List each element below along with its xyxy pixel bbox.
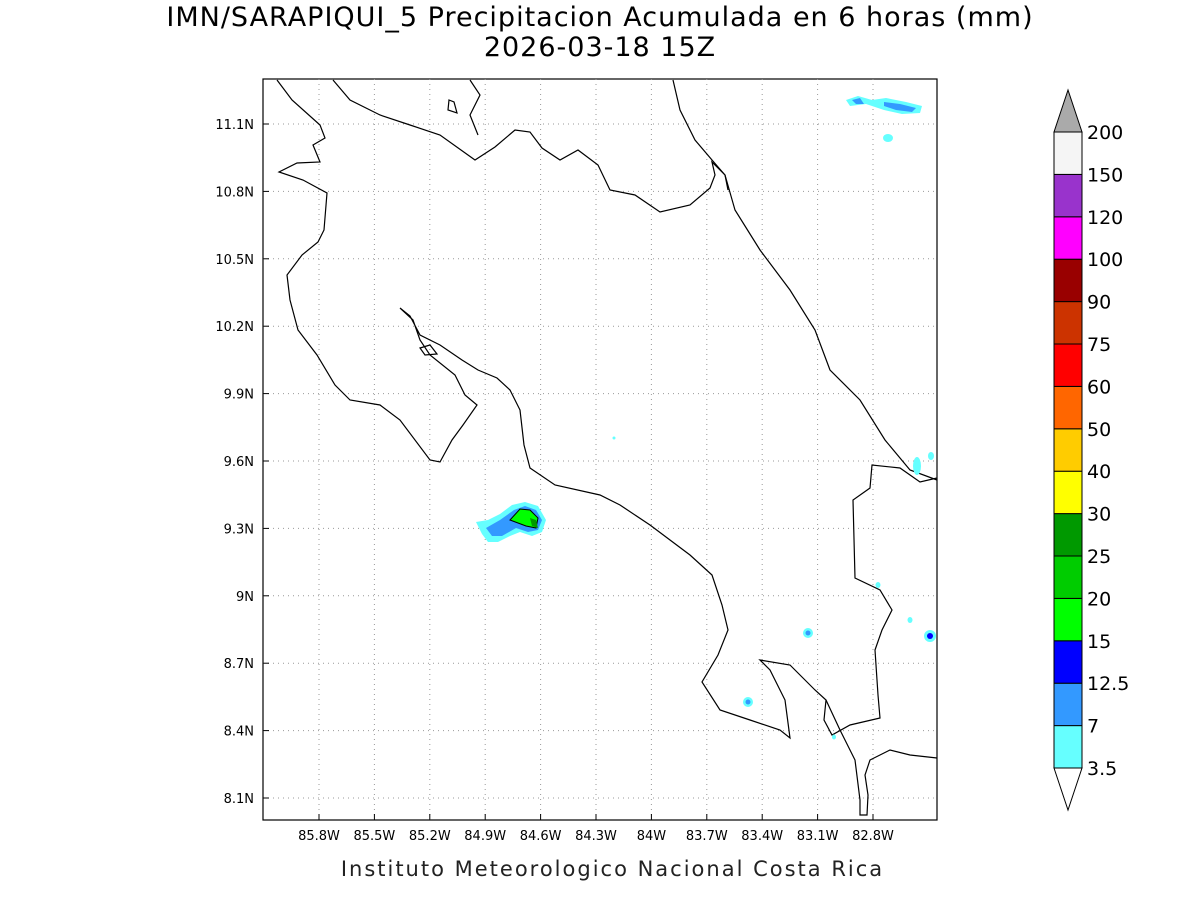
colorbar-label: 90 xyxy=(1087,292,1111,314)
colorbar-label: 20 xyxy=(1087,588,1111,610)
colorbar-label: 75 xyxy=(1087,334,1111,356)
colorbar-label: 15 xyxy=(1087,631,1111,653)
colorbar-label: 25 xyxy=(1087,546,1111,568)
colorbar-label: 60 xyxy=(1087,376,1111,398)
lon-tick-label: 85.5W xyxy=(353,829,395,844)
lon-tick-label: 82.8W xyxy=(852,829,894,844)
colorbar-cell xyxy=(1053,470,1083,515)
lat-tick-label: 9N xyxy=(236,590,254,605)
colorbar-cell xyxy=(1053,343,1083,387)
colorbar-legend: 3.5 7 12.5 15 20 25 30 40 50 60 75 90 100 120 150 200 xyxy=(1053,88,1129,812)
lat-tick-label: 9.6N xyxy=(224,455,254,470)
colorbar-cell xyxy=(1053,725,1083,769)
lat-tick-label: 8.7N xyxy=(224,657,254,672)
colorbar-cell xyxy=(1053,131,1083,175)
institution-footer: Instituto Meteorologico Nacional Costa R… xyxy=(340,857,885,881)
lon-tick-label: 84.9W xyxy=(464,829,506,844)
colorbar-cell xyxy=(1053,597,1083,642)
colorbar-cell xyxy=(1053,301,1083,345)
lon-tick-labels: 85.8W 85.5W 85.2W 84.9W 84.6W 84.3W 84W 83.7W 83… xyxy=(298,829,894,844)
lat-tick-label: 8.1N xyxy=(224,792,254,807)
precip-spots xyxy=(612,436,936,740)
colorbar-cell xyxy=(1053,258,1083,303)
colorbar-label: 7 xyxy=(1087,716,1099,738)
colorbar-label: 200 xyxy=(1087,122,1123,144)
colorbar-cell xyxy=(1053,555,1083,599)
precip-cell-west xyxy=(476,502,546,542)
colorbar-cell xyxy=(1053,428,1083,472)
lat-tick-label: 10.8N xyxy=(215,185,254,200)
colorbar-label: 50 xyxy=(1087,419,1111,441)
colorbar-label: 150 xyxy=(1087,164,1123,186)
colorbar-cell xyxy=(1053,216,1083,260)
gridlines xyxy=(263,79,937,820)
map-title: IMN/SARAPIQUI_5 Precipitacion Acumulada … xyxy=(166,2,1034,33)
plot-frame xyxy=(262,78,938,821)
colorbar-cell xyxy=(1053,173,1083,218)
colorbar-cell xyxy=(1053,640,1083,684)
lon-tick-label: 84.3W xyxy=(575,829,617,844)
colorbar-label: 40 xyxy=(1087,461,1111,483)
lon-tick-label: 83.1W xyxy=(797,829,839,844)
lat-tick-label: 9.3N xyxy=(224,522,254,537)
lon-tick-label: 83.4W xyxy=(741,829,783,844)
colorbar-cell xyxy=(1053,385,1083,430)
lon-tick-label: 85.8W xyxy=(298,829,340,844)
colorbar-label: 120 xyxy=(1087,207,1123,229)
lat-tick-labels: 8.1N 8.4N 8.7N 9N 9.3N 9.6N 9.9N 10.2N 10.5N 10.8… xyxy=(215,118,254,807)
colorbar-over-arrow xyxy=(1053,88,1083,133)
precip-cell-northeast xyxy=(846,96,922,142)
colorbar-label: 100 xyxy=(1087,249,1123,271)
lat-tick-label: 9.9N xyxy=(224,388,254,403)
colorbar-cell xyxy=(1053,513,1083,557)
lon-tick-label: 83.7W xyxy=(686,829,728,844)
lon-tick-label: 84W xyxy=(637,829,667,844)
colorbar-label: 30 xyxy=(1087,504,1111,526)
colorbar-under-arrow xyxy=(1053,767,1083,812)
lon-tick-label: 84.6W xyxy=(520,829,562,844)
lat-tick-label: 10.5N xyxy=(215,253,254,268)
lon-tick-label: 85.2W xyxy=(409,829,451,844)
coastline xyxy=(276,79,938,816)
lat-tick-label: 10.2N xyxy=(215,320,254,335)
colorbar-cell xyxy=(1053,682,1083,727)
lat-tick-label: 8.4N xyxy=(224,725,254,740)
colorbar-label: 3.5 xyxy=(1087,758,1117,780)
colorbar-label: 12.5 xyxy=(1087,673,1129,695)
map-datetime: 2026-03-18 15Z xyxy=(483,32,717,63)
lat-tick-label: 11.1N xyxy=(215,118,254,133)
